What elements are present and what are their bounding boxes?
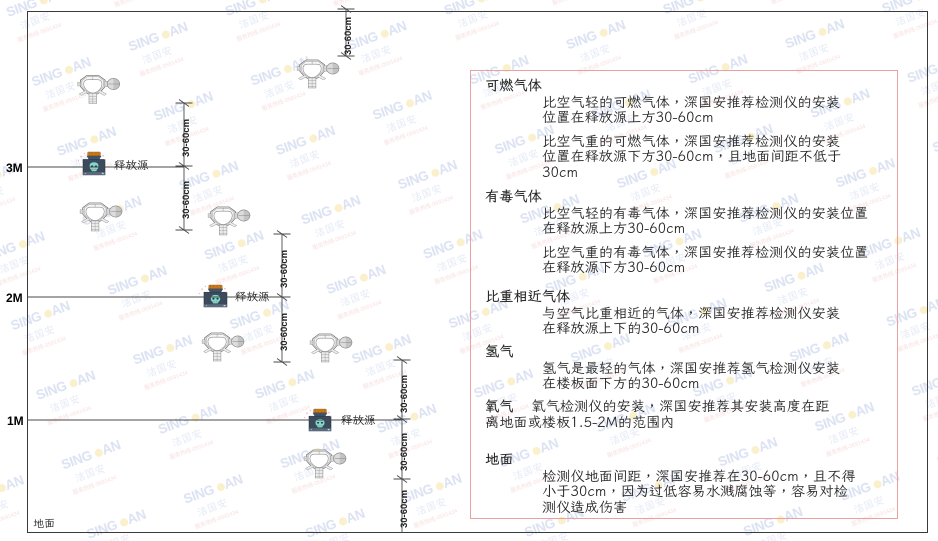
svg-text:30-60cm: 30-60cm [279,250,290,288]
svg-text:释放源: 释放源 [235,290,270,305]
svg-text:释放源: 释放源 [114,158,149,173]
svg-text:30-60cm: 30-60cm [343,17,354,55]
svg-text:30-60cm: 30-60cm [279,313,290,351]
svg-text:释放源: 释放源 [341,413,376,428]
svg-text:30-60cm: 30-60cm [181,181,192,219]
svg-text:3M: 3M [6,161,23,175]
svg-text:2M: 2M [6,291,23,305]
svg-text:1M: 1M [7,414,24,428]
svg-text:地面: 地面 [33,517,55,531]
svg-text:30-60cm: 30-60cm [181,119,192,157]
svg-text:30-60cm: 30-60cm [399,375,410,413]
svg-text:30-60cm: 30-60cm [399,433,410,471]
svg-text:30-60cm: 30-60cm [399,490,410,528]
